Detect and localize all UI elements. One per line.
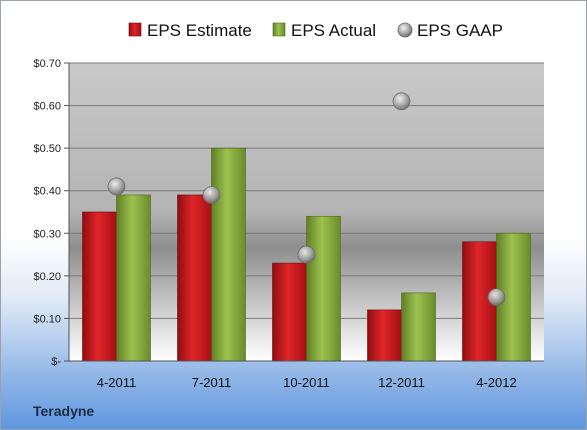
legend-eps-gaap-label: EPS GAAP xyxy=(417,21,503,40)
point-eps-gaap xyxy=(202,186,221,204)
point-eps-gaap xyxy=(487,288,506,307)
y-tick-label: $0.40 xyxy=(33,186,61,198)
bar-eps-actual xyxy=(116,194,151,362)
bar-eps-estimate xyxy=(177,194,212,362)
y-tick-label: $0.10 xyxy=(33,313,61,325)
y-tick-label: $0.70 xyxy=(33,58,61,70)
x-tick-label: 4-2011 xyxy=(97,375,137,390)
y-tick-label: $0.60 xyxy=(33,101,61,113)
bar-eps-estimate xyxy=(272,262,307,362)
bar-eps-actual xyxy=(401,292,436,362)
legend-eps-gaap-swatch xyxy=(397,22,413,38)
point-eps-gaap xyxy=(392,92,411,111)
legend-eps-actual-swatch xyxy=(272,22,286,37)
bar-eps-actual xyxy=(211,147,246,362)
point-eps-gaap xyxy=(297,245,316,264)
company-name: Teradyne xyxy=(33,403,95,419)
y-tick-label: $0.20 xyxy=(33,271,61,283)
y-tick-label: $0.30 xyxy=(33,228,61,240)
bar-eps-estimate xyxy=(82,211,117,362)
legend-eps-estimate-label: EPS Estimate xyxy=(147,21,252,40)
y-tick-label: $0.50 xyxy=(33,143,61,155)
x-tick-label: 7-2011 xyxy=(192,375,232,390)
x-tick-label: 12-2011 xyxy=(378,375,425,390)
x-tick-label: 10-2011 xyxy=(283,375,330,390)
bar-eps-estimate xyxy=(367,309,402,362)
y-tick-label: $- xyxy=(51,356,61,368)
legend-eps-estimate-swatch xyxy=(128,22,142,37)
legend-eps-actual-label: EPS Actual xyxy=(291,21,376,40)
x-tick-label: 4-2012 xyxy=(476,375,516,390)
point-eps-gaap xyxy=(107,177,126,196)
bar-eps-actual xyxy=(306,215,341,362)
